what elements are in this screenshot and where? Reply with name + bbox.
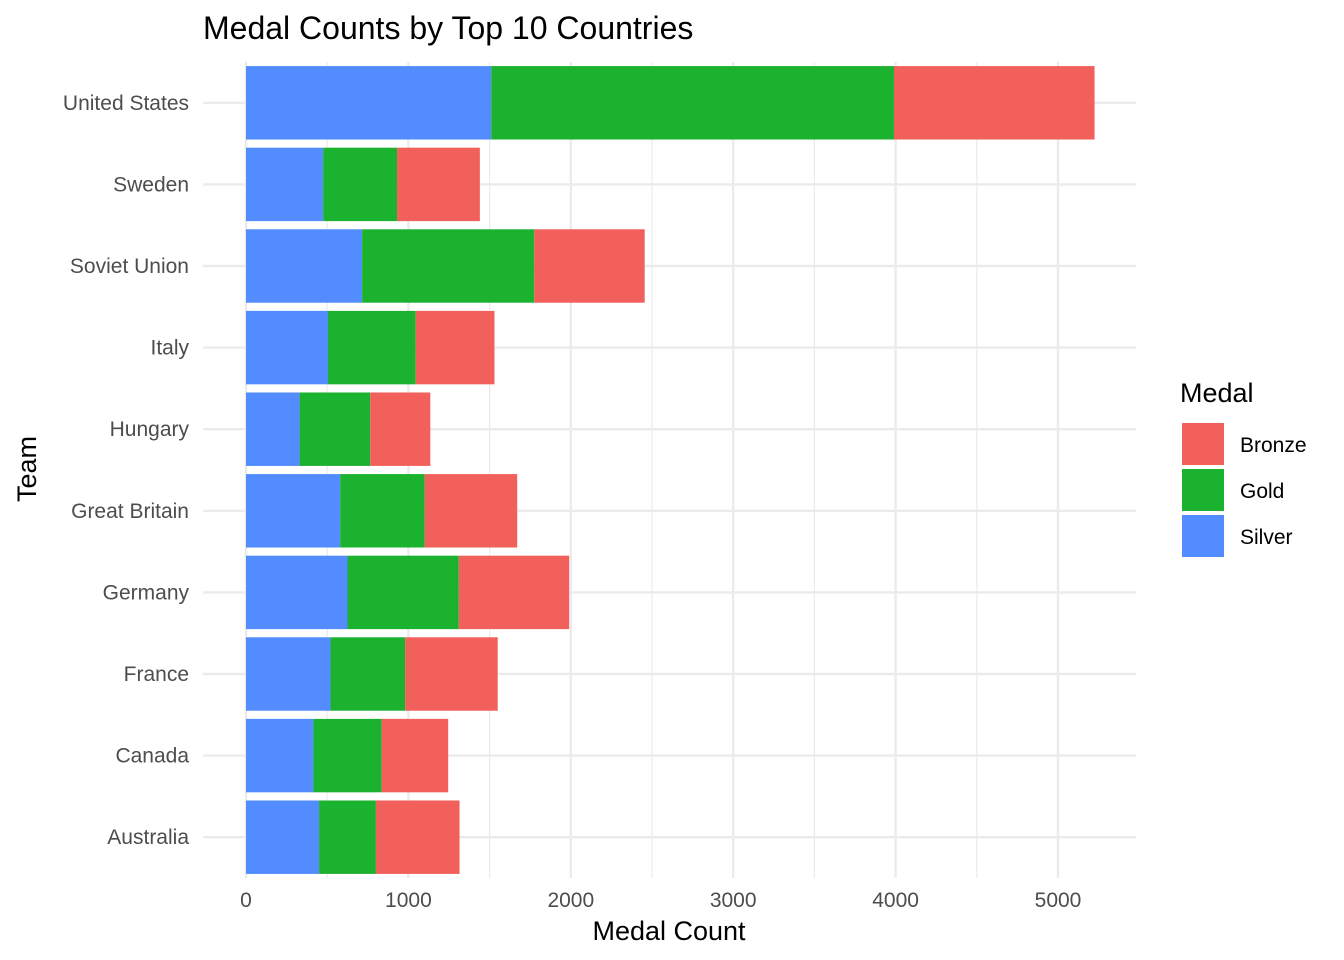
- bar-silver-sweden: [246, 147, 324, 222]
- bar-gold-germany: [347, 555, 459, 630]
- bar-gold-australia: [319, 800, 376, 874]
- bar-bronze-italy: [415, 310, 495, 385]
- bar-gold-france: [330, 637, 406, 711]
- y-tick-label: Italy: [150, 337, 189, 360]
- x-tick-label: 2000: [547, 889, 594, 912]
- legend-label-gold: Gold: [1240, 480, 1284, 503]
- y-tick-label: United States: [63, 92, 189, 115]
- y-axis-title: Team: [12, 436, 42, 502]
- bar-bronze-sweden: [397, 147, 480, 222]
- bar-silver-australia: [246, 800, 320, 874]
- bar-gold-hungary: [299, 392, 371, 466]
- x-tick-label: 5000: [1035, 889, 1082, 912]
- bar-silver-canada: [246, 718, 314, 793]
- bar-silver-france: [246, 637, 331, 711]
- bar-bronze-united-states: [893, 66, 1095, 140]
- bar-silver-soviet-union: [246, 229, 363, 303]
- y-tick-label: Sweden: [113, 173, 189, 196]
- bar-bronze-australia: [375, 800, 460, 874]
- x-axis-ticks: 0 1000 2000 3000 4000 5000: [240, 889, 1081, 912]
- y-tick-label: Australia: [107, 826, 189, 849]
- bar-gold-united-states: [491, 66, 894, 140]
- bar-bronze-hungary: [370, 392, 431, 466]
- bar-bronze-soviet-union: [534, 229, 645, 303]
- bar-silver-great-britain: [246, 474, 341, 548]
- x-tick-label: 0: [240, 889, 252, 912]
- bar-silver-italy: [246, 310, 329, 385]
- legend-items: Bronze Gold Silver: [1182, 423, 1307, 557]
- y-axis-ticks: United States Sweden Soviet Union Italy Hung…: [63, 92, 190, 849]
- bar-gold-great-britain: [340, 474, 425, 548]
- y-tick-label: France: [124, 663, 189, 686]
- y-tick-label: Great Britain: [71, 500, 189, 523]
- legend-title: Medal: [1180, 378, 1254, 408]
- bar-layer: [246, 66, 1095, 874]
- bar-silver-hungary: [246, 392, 300, 466]
- legend: Medal Bronze Gold Silver: [1180, 378, 1307, 557]
- y-tick-label: Hungary: [110, 418, 190, 441]
- chart-title: Medal Counts by Top 10 Countries: [203, 10, 693, 46]
- bar-gold-italy: [328, 310, 416, 385]
- legend-label-bronze: Bronze: [1240, 434, 1307, 457]
- bar-gold-sweden: [323, 147, 398, 222]
- legend-label-silver: Silver: [1240, 526, 1293, 549]
- y-tick-label: Canada: [115, 745, 189, 768]
- bar-bronze-germany: [458, 555, 570, 630]
- bar-silver-germany: [246, 555, 348, 630]
- legend-key-gold: [1182, 469, 1224, 511]
- legend-key-silver: [1182, 515, 1224, 557]
- bar-gold-soviet-union: [362, 229, 535, 303]
- y-tick-label: Soviet Union: [70, 255, 189, 278]
- bar-silver-united-states: [246, 66, 492, 140]
- bar-gold-canada: [313, 718, 382, 793]
- bar-bronze-canada: [381, 718, 449, 793]
- bar-bronze-great-britain: [424, 474, 518, 548]
- x-tick-label: 4000: [872, 889, 919, 912]
- x-tick-label: 1000: [385, 889, 432, 912]
- legend-key-bronze: [1182, 423, 1224, 465]
- y-tick-label: Germany: [103, 581, 190, 604]
- bar-bronze-france: [405, 637, 498, 711]
- x-tick-label: 3000: [710, 889, 757, 912]
- x-axis-title: Medal Count: [592, 916, 746, 946]
